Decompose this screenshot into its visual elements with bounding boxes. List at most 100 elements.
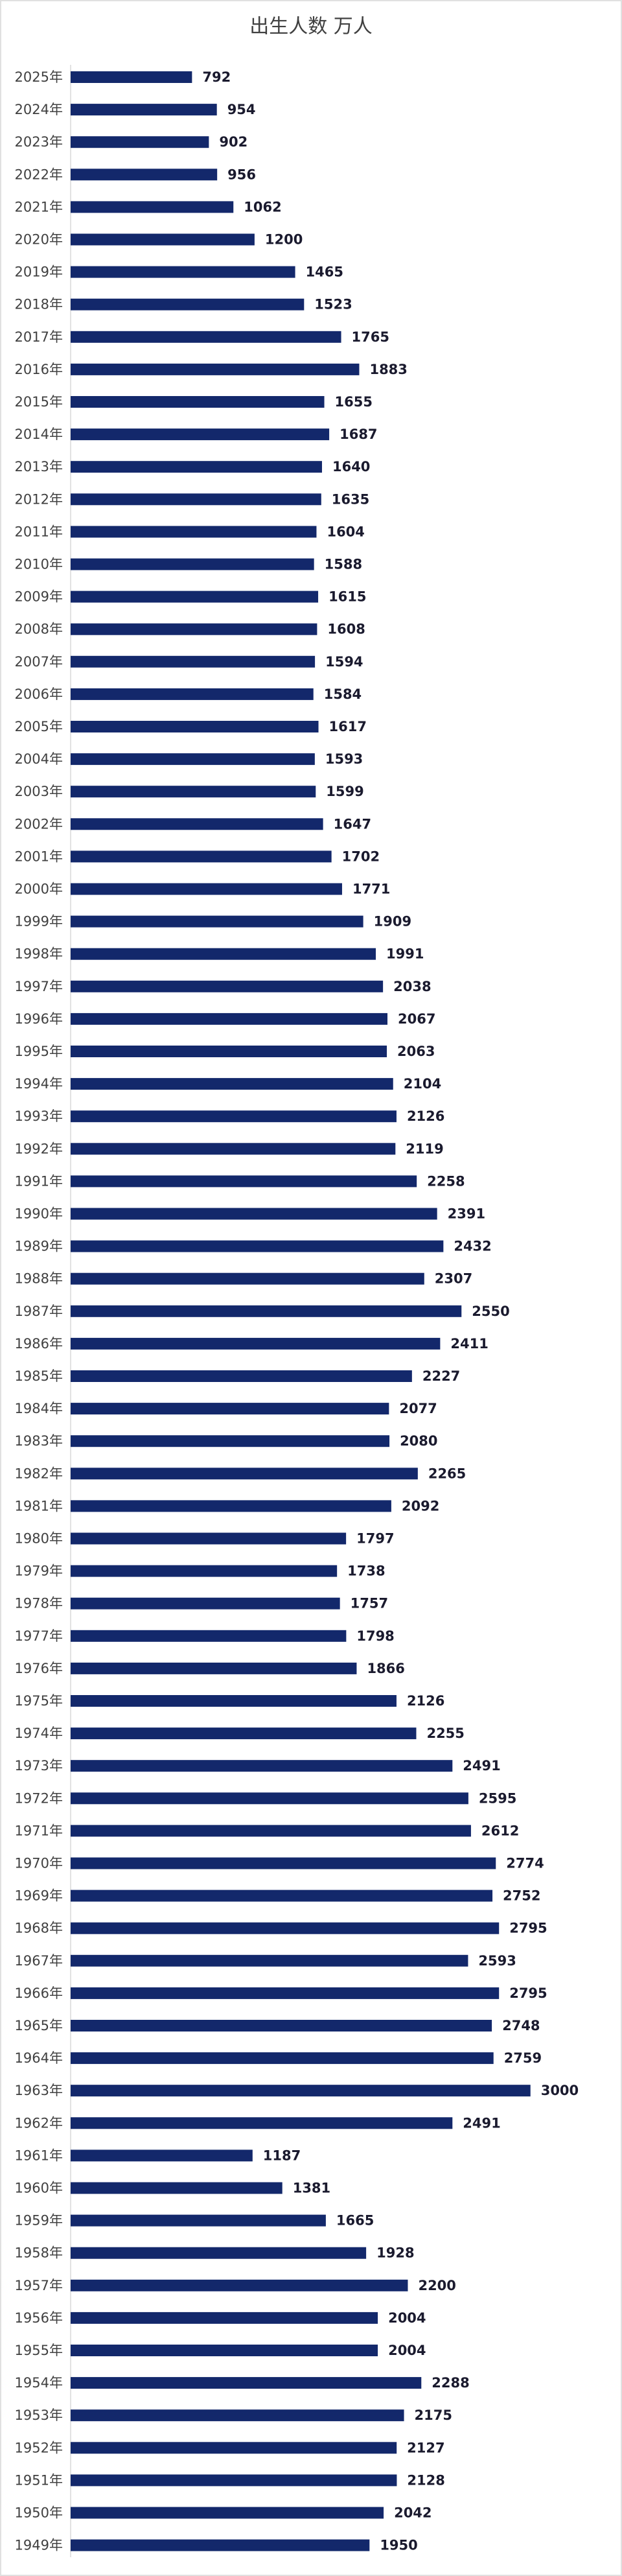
y-tick-label: 1987年 — [15, 1304, 63, 1319]
value-label: 1593 — [325, 751, 363, 767]
bar — [71, 1890, 493, 1902]
value-label: 1588 — [325, 557, 362, 572]
y-tick-label: 2010年 — [15, 557, 63, 572]
bar — [71, 688, 314, 700]
bar — [71, 591, 319, 603]
y-tick-label: 1965年 — [15, 2018, 63, 2033]
value-label: 2077 — [399, 1401, 437, 1416]
value-label: 1991 — [386, 946, 424, 962]
value-label: 2307 — [435, 1271, 472, 1287]
bar — [71, 71, 192, 83]
value-label: 2795 — [509, 1921, 547, 1936]
y-tick-label: 1992年 — [15, 1141, 63, 1156]
value-label: 1465 — [306, 264, 343, 280]
value-label: 1765 — [352, 329, 389, 345]
bar — [71, 1272, 424, 1285]
value-label: 2104 — [404, 1076, 441, 1092]
bar — [71, 623, 317, 635]
y-tick-label: 2002年 — [15, 816, 63, 832]
value-label: 2795 — [509, 1985, 547, 2001]
bar — [71, 1013, 387, 1025]
y-tick-label: 1994年 — [15, 1076, 63, 1092]
value-label: 2432 — [454, 1239, 491, 1254]
bar — [71, 2085, 531, 2097]
value-label: 2391 — [448, 1206, 485, 1222]
y-tick-label: 2000年 — [15, 882, 63, 897]
value-label: 2595 — [479, 1790, 516, 1806]
bar — [71, 1695, 397, 1707]
value-label: 2411 — [450, 1336, 488, 1352]
bar — [71, 2345, 378, 2356]
value-label: 902 — [219, 134, 248, 150]
value-label: 1594 — [325, 654, 363, 670]
value-label: 1909 — [374, 914, 411, 930]
bar — [71, 2117, 453, 2129]
value-label: 2175 — [415, 2407, 452, 2423]
bar — [71, 1370, 412, 1382]
bar — [71, 266, 295, 278]
value-label: 1617 — [329, 719, 367, 734]
y-tick-label: 1953年 — [15, 2407, 63, 2423]
value-label: 1635 — [332, 491, 369, 507]
y-tick-label: 1962年 — [15, 2115, 63, 2131]
y-tick-label: 1995年 — [15, 1044, 63, 1059]
y-tick-label: 1975年 — [15, 1693, 63, 1709]
value-label: 1615 — [328, 589, 366, 605]
y-tick-label: 1982年 — [15, 1466, 63, 1481]
bar — [71, 1565, 338, 1577]
y-tick-label: 1980年 — [15, 1531, 63, 1547]
bar — [71, 818, 323, 830]
value-label: 2004 — [388, 2343, 426, 2358]
bar — [71, 1435, 390, 1447]
y-tick-label: 1990年 — [15, 1206, 63, 1222]
bar — [71, 883, 342, 895]
bar — [71, 1468, 418, 1480]
y-tick-label: 2021年 — [15, 199, 63, 215]
y-tick-label: 2018年 — [15, 297, 63, 312]
bar — [71, 1727, 417, 1740]
value-label: 2080 — [400, 1433, 437, 1449]
bar — [71, 915, 363, 928]
y-tick-label: 2015年 — [15, 394, 63, 410]
y-tick-label: 1976年 — [15, 1661, 63, 1676]
y-tick-label: 1978年 — [15, 1596, 63, 1611]
value-label: 1757 — [351, 1596, 388, 1611]
value-label: 1200 — [265, 232, 303, 248]
y-tick-label: 1969年 — [15, 1888, 63, 1904]
y-tick-label: 1961年 — [15, 2148, 63, 2163]
bar — [71, 2279, 408, 2291]
y-tick-label: 1996年 — [15, 1011, 63, 1027]
value-label: 2042 — [394, 2505, 432, 2521]
bar — [71, 461, 322, 473]
bar — [71, 2312, 378, 2324]
y-tick-label: 2016年 — [15, 362, 63, 377]
value-label: 792 — [202, 69, 231, 85]
y-tick-label: 1958年 — [15, 2245, 63, 2261]
y-tick-label: 1984年 — [15, 1401, 63, 1416]
value-label: 2092 — [402, 1498, 439, 1514]
bar — [71, 363, 360, 375]
bar — [71, 396, 325, 408]
bar — [71, 136, 209, 148]
y-tick-label: 1951年 — [15, 2472, 63, 2488]
bar — [71, 1857, 496, 1869]
value-label: 2128 — [407, 2472, 444, 2488]
value-label: 1798 — [356, 1628, 394, 1644]
y-tick-label: 1966年 — [15, 1985, 63, 2001]
bar — [71, 1987, 500, 1999]
value-label: 2491 — [463, 1758, 500, 1774]
value-label: 2774 — [506, 1856, 544, 1871]
value-label: 1928 — [376, 2245, 414, 2261]
value-label: 2593 — [478, 1953, 516, 1969]
value-label: 954 — [227, 102, 256, 117]
y-tick-label: 2013年 — [15, 459, 63, 474]
y-tick-label: 1979年 — [15, 1563, 63, 1579]
y-tick-label: 2007年 — [15, 654, 63, 670]
bar — [71, 1337, 441, 1350]
y-tick-label: 2012年 — [15, 491, 63, 507]
bar — [71, 233, 255, 246]
value-label: 956 — [227, 167, 256, 182]
bar — [71, 2149, 253, 2162]
bar — [71, 753, 315, 766]
bar — [71, 1825, 471, 1837]
